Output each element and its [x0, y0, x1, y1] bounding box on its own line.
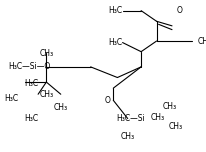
Text: CH₃: CH₃ — [54, 103, 68, 112]
Text: O: O — [104, 96, 110, 105]
Text: CH₃: CH₃ — [39, 49, 53, 58]
Text: CH₃: CH₃ — [163, 102, 177, 111]
Text: H₃C: H₃C — [4, 94, 19, 103]
Text: H₃C: H₃C — [108, 6, 123, 15]
Text: CH₃: CH₃ — [121, 132, 135, 141]
Text: H₃C: H₃C — [24, 79, 38, 88]
Text: H₃C—Si—O: H₃C—Si—O — [8, 62, 50, 71]
Text: CH₃: CH₃ — [39, 90, 53, 99]
Text: CH₃: CH₃ — [198, 36, 206, 46]
Text: CH₃: CH₃ — [169, 122, 183, 131]
Text: H₃C—Si: H₃C—Si — [116, 114, 145, 123]
Text: H₃C: H₃C — [24, 114, 38, 123]
Text: H₃C: H₃C — [108, 38, 123, 47]
Text: CH₃: CH₃ — [150, 112, 165, 122]
Text: O: O — [176, 6, 182, 15]
